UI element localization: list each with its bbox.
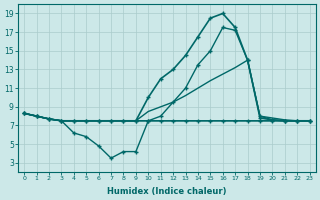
X-axis label: Humidex (Indice chaleur): Humidex (Indice chaleur) <box>107 187 227 196</box>
